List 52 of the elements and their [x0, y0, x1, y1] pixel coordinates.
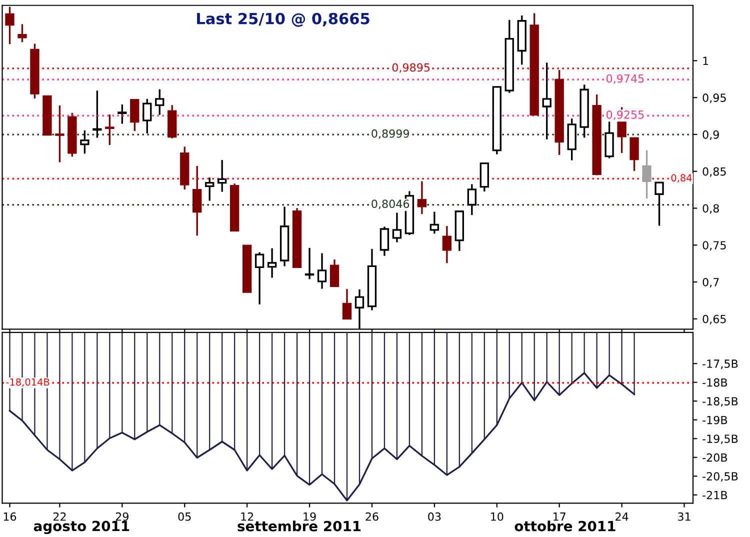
candlestick [55, 104, 64, 164]
x-tick-label: 31 [678, 512, 690, 521]
x-tick-label: 19 [304, 512, 316, 521]
x-tick-label: 26 [366, 512, 378, 521]
y-tick-label: -19,5B [702, 434, 738, 444]
y-tick-label: 0,7 [702, 278, 719, 288]
y-tick-label: 0,65 [702, 314, 726, 324]
candlestick [417, 180, 427, 215]
x-tick-label: 12 [241, 512, 254, 521]
y-tick-label: -20,5B [702, 472, 738, 482]
candlestick [442, 225, 452, 264]
y-tick-label: 0,75 [702, 241, 726, 251]
candlestick [5, 6, 14, 45]
x-tick-label: 16 [4, 512, 16, 521]
y-tick-label: 0,95 [702, 94, 726, 104]
candlestick [654, 182, 664, 227]
candlestick [330, 258, 340, 287]
ref-line-label: 0,8999 [372, 129, 410, 139]
text: settembre 2011 [238, 520, 361, 532]
y-tick-label: -19B [702, 416, 728, 424]
y-tick-label: 1 [703, 56, 708, 65]
x-tick-label: 29 [116, 512, 128, 521]
y-tick-label: -18B [702, 378, 728, 387]
ref-line-label: -18,014B [6, 378, 50, 387]
candlestick [630, 137, 639, 172]
x-tick-label: 05 [178, 512, 191, 521]
ref-line-label: 0,9895 [392, 63, 430, 73]
candlestick [130, 99, 140, 132]
y-tick-label: 0,85 [702, 167, 726, 177]
candlestick [192, 165, 202, 236]
ref-line-label: 0,84 [671, 174, 692, 183]
y-tick-label: 0,8 [702, 204, 719, 214]
ref-line-label: 0,8046 [372, 200, 410, 210]
x-tick-label: 17 [554, 512, 566, 521]
y-tick-label: -17,5B [702, 360, 738, 370]
x-tick-label: 24 [616, 512, 628, 521]
candlestick [105, 114, 114, 146]
y-tick-label: -21B [702, 490, 728, 500]
ref-line-label: 0,9255 [606, 110, 644, 120]
candlestick [18, 23, 27, 43]
x-tick-label: 22 [53, 512, 66, 521]
x-tick-label: 03 [428, 512, 441, 521]
y-tick-label: -18,5B [702, 397, 738, 407]
y-tick-label: -20B [702, 453, 728, 462]
chart-title: Last 25/10 @ 0,8665 [197, 12, 370, 27]
text: ottobre 2011 [514, 520, 616, 532]
text: agosto 2011 [34, 520, 130, 534]
x-tick-label: 10 [491, 512, 504, 521]
y-tick-label: 0,9 [702, 130, 719, 140]
ref-line-label: 0,9745 [606, 74, 644, 84]
candlestick [642, 149, 652, 200]
candlestick [342, 288, 352, 320]
